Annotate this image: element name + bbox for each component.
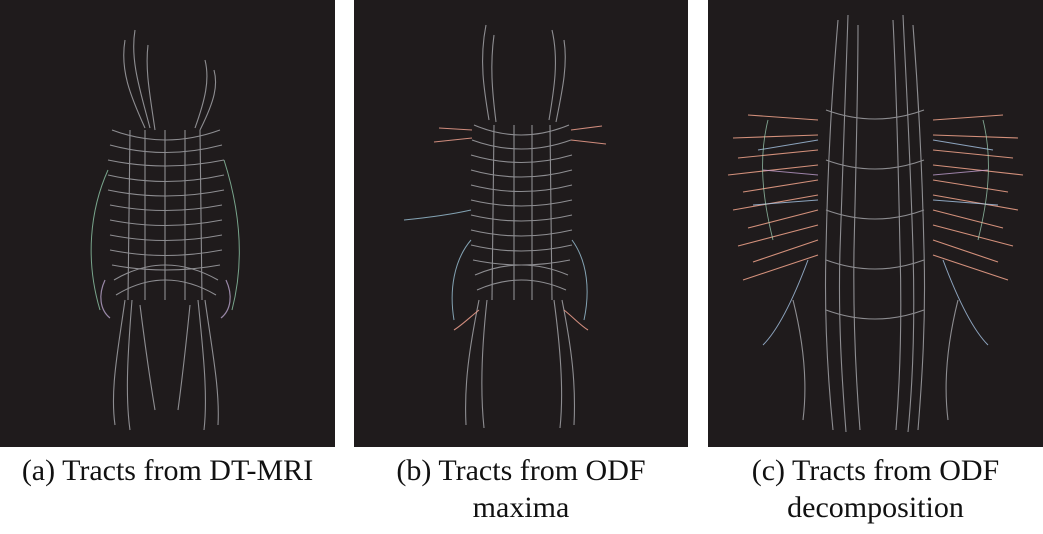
caption-c-line1: (c) Tracts from ODF [751,454,1000,487]
panel-c-odf-decomposition-tracts-image [708,0,1043,447]
tract-rendering-c [727,14,1024,433]
tract-rendering-b [403,24,607,429]
caption-c: (c) Tracts from ODF decomposition [708,452,1043,526]
tract-rendering-a [90,29,240,431]
caption-b-line2: maxima [472,491,570,524]
caption-c-line2: decomposition [787,491,964,524]
caption-a: (a) Tracts from DT-MRI [0,452,335,489]
panel-a-dtmri-tracts-image [0,0,335,447]
caption-a-line1: (a) Tracts from DT-MRI [21,454,314,487]
panel-b-odf-maxima-tracts-image [354,0,688,447]
caption-b: (b) Tracts from ODF maxima [354,452,688,526]
caption-b-line1: (b) Tracts from ODF [396,454,646,487]
